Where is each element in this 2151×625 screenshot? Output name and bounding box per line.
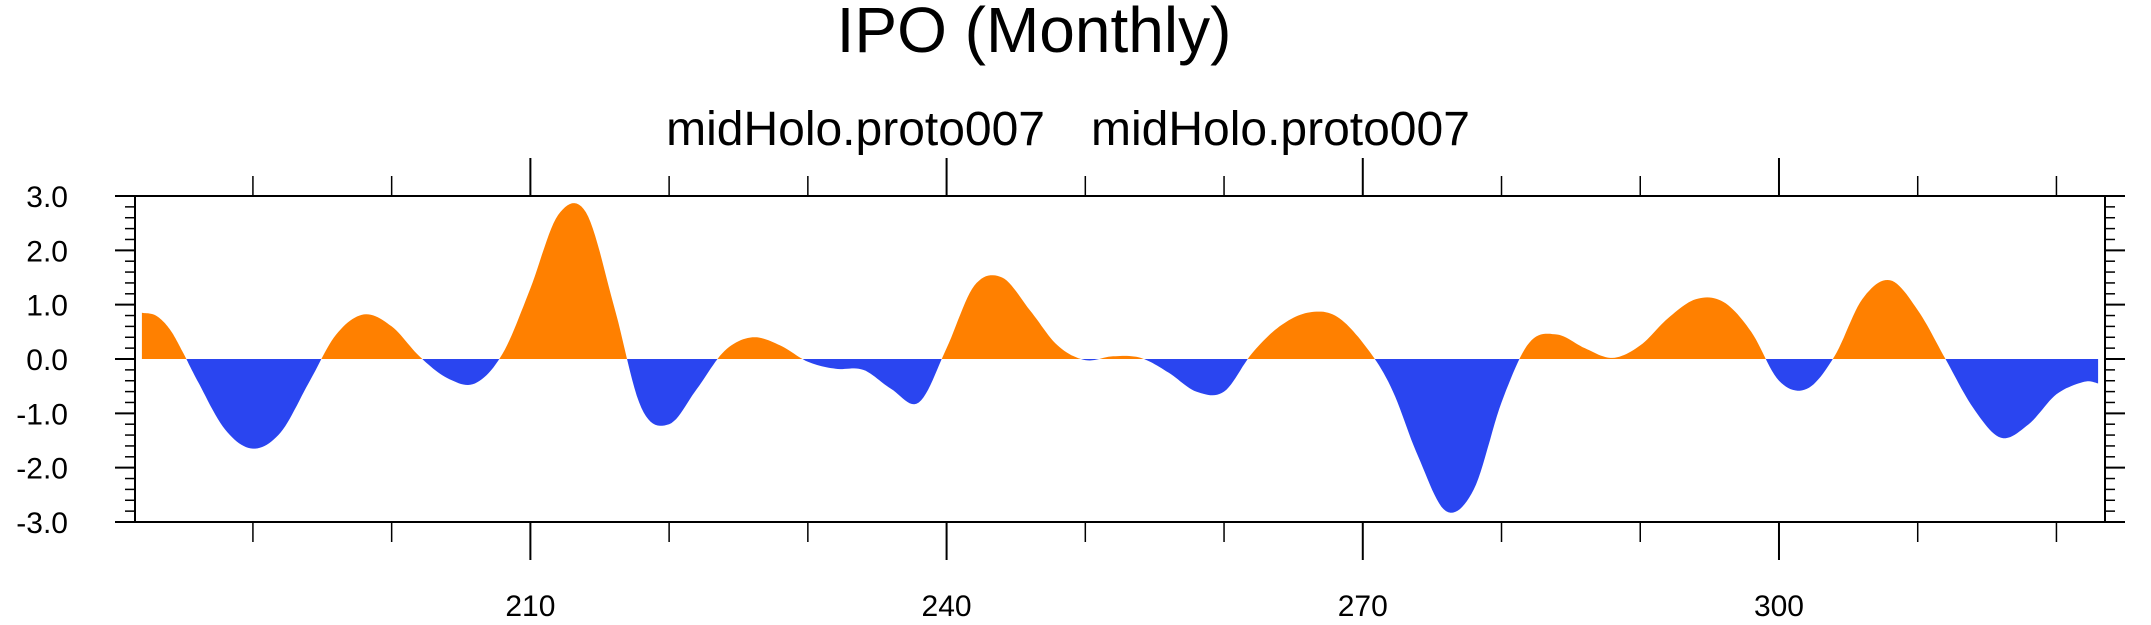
negative-area-5 <box>627 359 718 426</box>
x-tick-label: 210 <box>505 590 555 623</box>
y-tick-label: -3.0 <box>16 507 68 540</box>
x-tick-label: 270 <box>1338 590 1388 623</box>
positive-area-6 <box>717 337 803 359</box>
positive-area-4 <box>499 203 627 359</box>
positive-area-16 <box>1832 280 1946 359</box>
chart-subtitle-right: midHolo.proto007 <box>1091 103 1470 156</box>
positive-area-12 <box>1247 311 1375 359</box>
positive-area-0 <box>141 312 187 359</box>
positive-area-8 <box>941 275 1081 359</box>
tick-layer: -3.0 -2.0 -1.0 0.0 1.0 2.0 3.0 210 240 270 300 <box>16 158 2125 623</box>
negative-area-3 <box>422 359 500 385</box>
positive-area-10 <box>1099 355 1144 359</box>
y-tick-label: -1.0 <box>16 398 68 431</box>
y-tick-label: 3.0 <box>26 181 68 214</box>
chart-subtitle-left: midHolo.proto007 <box>666 103 1045 156</box>
area-layer <box>141 203 2099 513</box>
negative-area-1 <box>186 359 322 449</box>
y-tick-label: 2.0 <box>26 235 68 268</box>
x-tick-label: 300 <box>1754 590 1804 623</box>
negative-area-11 <box>1144 359 1248 396</box>
chart-title: IPO (Monthly) <box>837 0 1232 66</box>
negative-area-13 <box>1374 359 1520 513</box>
y-tick-label: 0.0 <box>26 344 68 377</box>
y-tick-label: 1.0 <box>26 290 68 323</box>
positive-area-14 <box>1519 297 1766 359</box>
y-tick-label: -2.0 <box>16 453 68 486</box>
negative-area-17 <box>1945 359 2099 439</box>
x-tick-label: 240 <box>922 590 972 623</box>
positive-area-2 <box>321 314 423 359</box>
negative-area-9 <box>1080 359 1100 361</box>
negative-area-7 <box>802 359 942 405</box>
negative-area-15 <box>1765 359 1833 391</box>
